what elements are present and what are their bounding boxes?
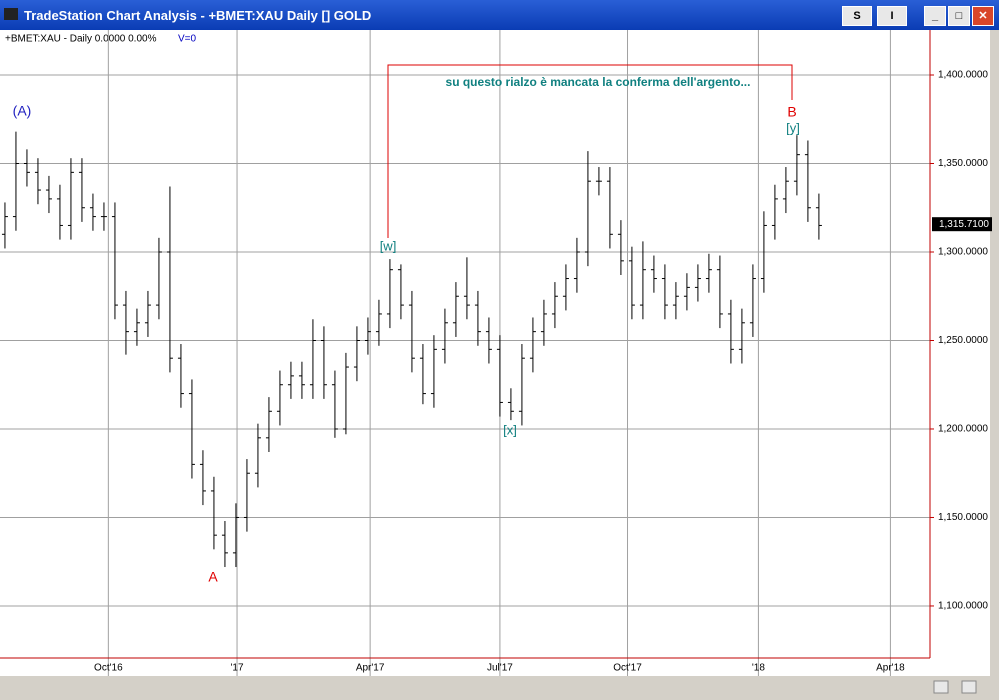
last-price-tag <box>932 217 992 232</box>
x-tick-label: Jul'17 <box>487 663 513 674</box>
y-tick-label: 1,100.0000 <box>938 601 988 612</box>
close-button[interactable]: ✕ <box>972 6 994 26</box>
y-tick-label: 1,250.0000 <box>938 335 988 346</box>
title-bar: TradeStation Chart Analysis - +BMET:XAU … <box>0 0 999 30</box>
minimize-button[interactable]: _ <box>924 6 946 26</box>
wave-label: [x] <box>503 422 517 437</box>
style-button[interactable]: S <box>842 6 872 26</box>
y-tick-label: 1,200.0000 <box>938 424 988 435</box>
x-tick-label: '18 <box>752 663 765 674</box>
y-tick-label: 1,400.0000 <box>938 70 988 81</box>
y-tick-label: 1,350.0000 <box>938 158 988 169</box>
maximize-button[interactable]: □ <box>948 6 970 26</box>
scroll-button[interactable] <box>933 680 949 694</box>
scroll-button[interactable] <box>961 680 977 694</box>
x-tick-label: Apr'17 <box>356 663 385 674</box>
wave-label: [w] <box>380 238 397 253</box>
wave-label: (A) <box>13 103 32 119</box>
x-tick-label: Apr'18 <box>876 663 905 674</box>
app-icon <box>4 8 18 20</box>
chart: +BMET:XAU - Daily 0.0000 0.00% V=0 su qu… <box>0 30 992 700</box>
x-tick-label: '17 <box>231 663 244 674</box>
wave-label: [y] <box>786 120 800 135</box>
y-tick-label: 1,300.0000 <box>938 247 988 258</box>
wave-label: A <box>208 569 218 585</box>
wave-label: B <box>787 104 796 120</box>
last-price-label: 1,315.7100 <box>939 219 989 230</box>
x-tick-label: Oct'17 <box>613 663 642 674</box>
scroll-area <box>0 676 990 700</box>
plot-background <box>0 30 990 676</box>
insert-button[interactable]: I <box>877 6 907 26</box>
volume-label: V=0 <box>178 34 197 45</box>
window-title: TradeStation Chart Analysis - +BMET:XAU … <box>24 8 372 23</box>
annotation-note: su questo rialzo è mancata la conferma d… <box>446 75 751 89</box>
y-tick-label: 1,150.0000 <box>938 512 988 523</box>
symbol-header: +BMET:XAU - Daily 0.0000 0.00% <box>5 34 157 45</box>
annotation-bracket <box>387 64 793 238</box>
x-tick-label: Oct'16 <box>94 663 123 674</box>
